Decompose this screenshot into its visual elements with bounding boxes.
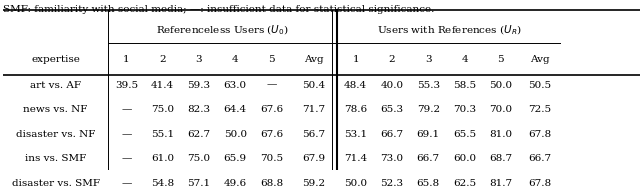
Text: 75.0: 75.0 [188, 155, 211, 163]
Text: 56.7: 56.7 [302, 130, 325, 139]
Text: Users with References ($U_R$): Users with References ($U_R$) [376, 24, 522, 37]
Text: 66.7: 66.7 [417, 155, 440, 163]
Text: 63.0: 63.0 [223, 81, 247, 89]
Text: 75.0: 75.0 [151, 105, 174, 114]
Text: 55.3: 55.3 [417, 81, 440, 89]
Text: 5: 5 [497, 55, 504, 64]
Text: 65.8: 65.8 [417, 179, 440, 186]
Text: disaster vs. SMF: disaster vs. SMF [12, 179, 100, 186]
Text: Referenceless Users ($U_0$): Referenceless Users ($U_0$) [156, 24, 289, 37]
Text: 61.0: 61.0 [151, 155, 174, 163]
Text: 3: 3 [196, 55, 202, 64]
Text: 71.4: 71.4 [344, 155, 367, 163]
Text: 67.8: 67.8 [528, 179, 551, 186]
Text: 66.7: 66.7 [528, 155, 551, 163]
Text: 64.4: 64.4 [223, 105, 247, 114]
Text: 67.6: 67.6 [260, 105, 283, 114]
Text: 65.3: 65.3 [380, 105, 403, 114]
Text: 1: 1 [123, 55, 130, 64]
Text: 70.3: 70.3 [453, 105, 476, 114]
Text: 82.3: 82.3 [188, 105, 211, 114]
Text: 59.3: 59.3 [188, 81, 211, 89]
Text: 81.0: 81.0 [489, 130, 513, 139]
Text: 50.0: 50.0 [489, 81, 513, 89]
Text: —: — [121, 130, 131, 139]
Text: 50.0: 50.0 [344, 179, 367, 186]
Text: 58.5: 58.5 [453, 81, 476, 89]
Text: ins vs. SMF: ins vs. SMF [25, 155, 86, 163]
Text: 70.5: 70.5 [260, 155, 283, 163]
Text: 65.9: 65.9 [223, 155, 247, 163]
Text: —: — [121, 155, 131, 163]
Text: 3: 3 [425, 55, 431, 64]
Text: 40.0: 40.0 [380, 81, 403, 89]
Text: 62.5: 62.5 [453, 179, 476, 186]
Text: 50.4: 50.4 [302, 81, 325, 89]
Text: 60.0: 60.0 [453, 155, 476, 163]
Text: Avg: Avg [304, 55, 323, 64]
Text: SMF: familiarity with social media; —: insufficient data for statistical signifi: SMF: familiarity with social media; —: i… [3, 5, 435, 14]
Text: 69.1: 69.1 [417, 130, 440, 139]
Text: 55.1: 55.1 [151, 130, 174, 139]
Text: 66.7: 66.7 [380, 130, 403, 139]
Text: 78.6: 78.6 [344, 105, 367, 114]
Text: —: — [121, 179, 131, 186]
Text: 4: 4 [461, 55, 468, 64]
Text: 54.8: 54.8 [151, 179, 174, 186]
Text: 50.5: 50.5 [528, 81, 551, 89]
Text: 68.8: 68.8 [260, 179, 283, 186]
Text: 1: 1 [352, 55, 359, 64]
Text: 81.7: 81.7 [489, 179, 513, 186]
Text: news vs. NF: news vs. NF [24, 105, 88, 114]
Text: 48.4: 48.4 [344, 81, 367, 89]
Text: 5: 5 [268, 55, 275, 64]
Text: 41.4: 41.4 [151, 81, 174, 89]
Text: 67.9: 67.9 [302, 155, 325, 163]
Text: art vs. AF: art vs. AF [30, 81, 81, 89]
Text: 39.5: 39.5 [115, 81, 138, 89]
Text: 2: 2 [388, 55, 396, 64]
Text: 2: 2 [159, 55, 166, 64]
Text: 70.0: 70.0 [489, 105, 513, 114]
Text: Avg: Avg [530, 55, 550, 64]
Text: 67.6: 67.6 [260, 130, 283, 139]
Text: 68.7: 68.7 [489, 155, 513, 163]
Text: 79.2: 79.2 [417, 105, 440, 114]
Text: 50.0: 50.0 [223, 130, 247, 139]
Text: 73.0: 73.0 [380, 155, 403, 163]
Text: expertise: expertise [31, 55, 80, 64]
Text: 72.5: 72.5 [528, 105, 551, 114]
Text: 52.3: 52.3 [380, 179, 403, 186]
Text: disaster vs. NF: disaster vs. NF [16, 130, 95, 139]
Text: 53.1: 53.1 [344, 130, 367, 139]
Text: —: — [266, 81, 276, 89]
Text: 62.7: 62.7 [188, 130, 211, 139]
Text: 71.7: 71.7 [302, 105, 325, 114]
Text: 59.2: 59.2 [302, 179, 325, 186]
Text: 65.5: 65.5 [453, 130, 476, 139]
Text: 67.8: 67.8 [528, 130, 551, 139]
Text: 49.6: 49.6 [223, 179, 247, 186]
Text: 57.1: 57.1 [188, 179, 211, 186]
Text: 4: 4 [232, 55, 239, 64]
Text: —: — [121, 105, 131, 114]
